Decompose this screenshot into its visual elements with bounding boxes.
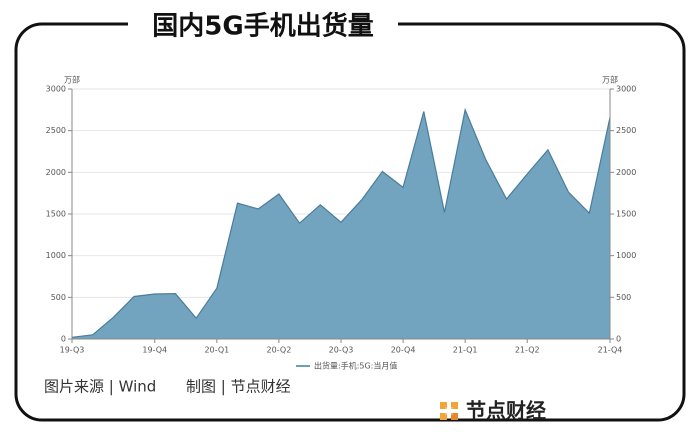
x-tick-label: 19-Q4: [142, 346, 167, 355]
logo-dot: [451, 413, 458, 420]
y-tick-label: 3000: [46, 85, 66, 94]
y2-axis-unit: 万部: [602, 75, 618, 85]
y-tick-label: 0: [61, 335, 66, 344]
y2-tick-label: 0: [616, 335, 621, 344]
y-tick-label: 2000: [46, 168, 66, 177]
x-tick-label: 19-Q3: [60, 346, 85, 355]
title-backdrop: [128, 8, 398, 44]
source-note: 图片来源 | Wind: [44, 378, 156, 396]
y-tick-label: 2500: [46, 126, 66, 135]
logo-dot: [440, 402, 447, 409]
y2-tick-label: 3000: [616, 85, 636, 94]
y-tick-label: 1000: [46, 251, 66, 260]
y-axis-unit: 万部: [64, 75, 80, 85]
legend-label: 出货量:手机:5G:当月值: [314, 361, 397, 371]
y2-tick-label: 2000: [616, 168, 636, 177]
logo-dot: [440, 413, 447, 420]
y2-tick-label: 1500: [616, 210, 636, 219]
y-tick-label: 500: [51, 293, 66, 302]
logo-dot: [451, 402, 458, 409]
y2-tick-label: 500: [616, 293, 631, 302]
x-tick-label: 21-Q2: [515, 346, 540, 355]
brand-logo: [440, 402, 458, 420]
x-tick-label: 21-Q1: [453, 346, 478, 355]
area: [72, 109, 610, 339]
y2-tick-label: 1000: [616, 251, 636, 260]
logo-dot: [445, 407, 453, 415]
credit-note: 制图 | 节点财经: [186, 378, 291, 396]
x-tick-label: 20-Q1: [204, 346, 229, 355]
x-tick-label: 20-Q3: [329, 346, 354, 355]
brand-name: 节点财经: [466, 399, 546, 423]
x-tick-label: 20-Q4: [391, 346, 416, 355]
area-outline: [71, 107, 611, 338]
chart-title: 国内5G手机出货量: [152, 11, 373, 42]
y-tick-label: 1500: [46, 210, 66, 219]
y2-tick-label: 2500: [616, 126, 636, 135]
x-tick-label: 20-Q2: [267, 346, 292, 355]
x-tick-label: 21-Q4: [598, 346, 623, 355]
